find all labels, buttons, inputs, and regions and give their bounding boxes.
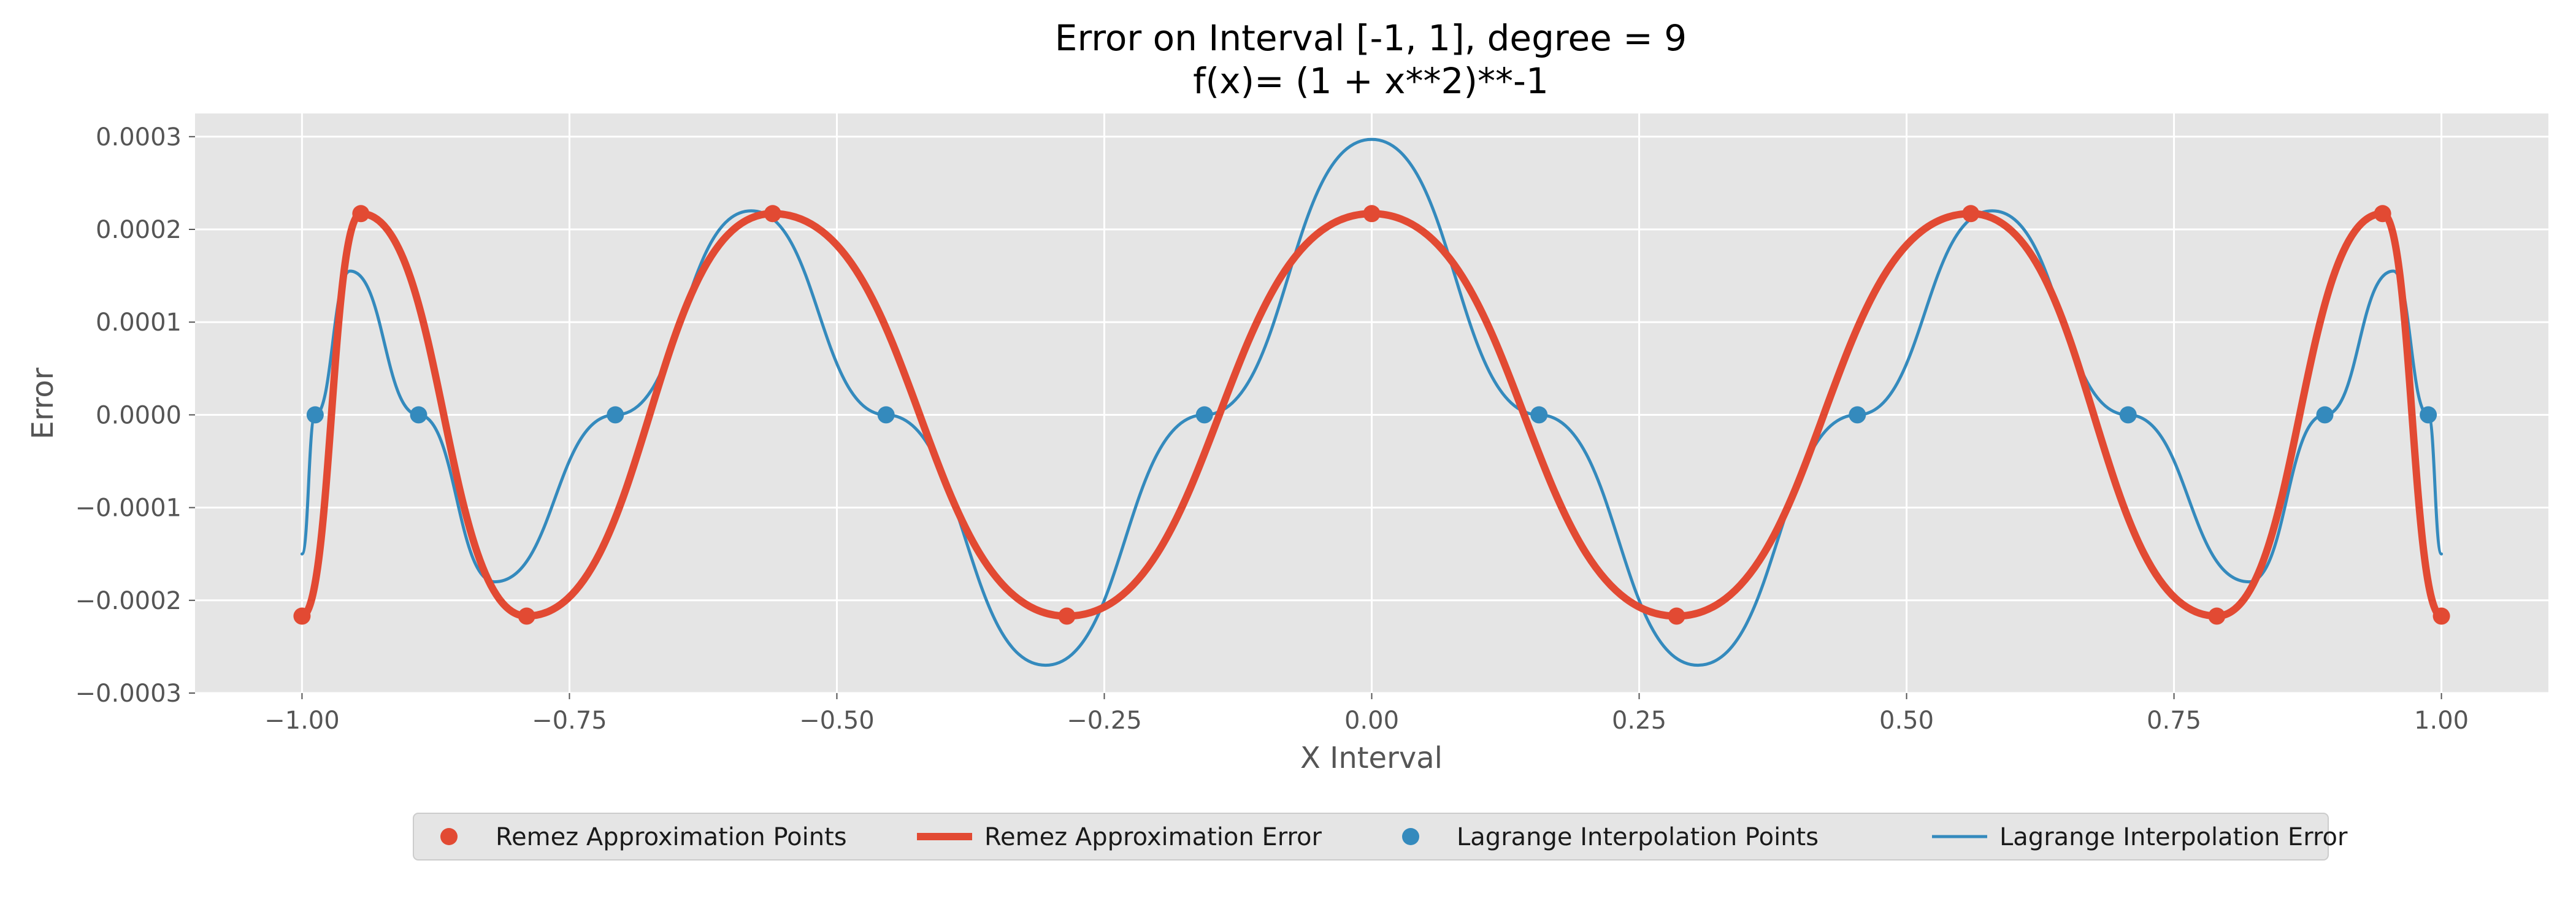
lagrange-interpolation-error-line	[300, 137, 2444, 667]
x-tick-label: −0.75	[532, 707, 607, 735]
y-tick-label: 0.0002	[96, 216, 182, 244]
legend: Remez Approximation Points Remez Approxim…	[413, 813, 2348, 861]
remez-approximation-points-point	[1668, 607, 1685, 625]
remez-approximation-points-point	[293, 607, 311, 625]
remez-approximation-points-point	[2374, 205, 2391, 223]
lagrange-interpolation-points-point	[877, 406, 895, 424]
lagrange-interpolation-points-point	[2420, 406, 2437, 424]
remez-approximation-points-point	[1058, 607, 1076, 625]
plot-series	[293, 137, 2450, 667]
y-tick-label: 0.0000	[96, 401, 182, 429]
chart-subtitle: f(x)= (1 + x**2)**-1	[1193, 60, 1549, 102]
remez-approximation-points-point	[2208, 607, 2226, 625]
lagrange-interpolation-points-point	[410, 406, 427, 424]
legend-label-lagrange-interpolation-error: Lagrange Interpolation Error	[1999, 823, 2348, 851]
remez-approximation-points-point	[2432, 607, 2450, 625]
x-axis-label: X Interval	[1300, 741, 1443, 775]
legend-label-lagrange-interpolation-points: Lagrange Interpolation Points	[1457, 823, 1819, 851]
x-tick-label: 1.00	[2414, 707, 2469, 735]
remez-approximation-points-point	[518, 607, 535, 625]
legend-marker-remez-approximation-points	[440, 828, 458, 845]
x-tick-label: 0.00	[1344, 707, 1399, 735]
y-tick-label: 0.0001	[96, 309, 182, 337]
x-tick-label: −0.25	[1067, 707, 1142, 735]
lagrange-interpolation-points-point	[2119, 406, 2137, 424]
lagrange-interpolation-points-point	[1849, 406, 1866, 424]
remez-approximation-points-point	[764, 205, 781, 223]
legend-label-remez-approximation-points: Remez Approximation Points	[496, 823, 847, 851]
y-tick-label: 0.0003	[96, 123, 182, 151]
lagrange-interpolation-points-point	[306, 406, 324, 424]
axis-ticks: −1.00 −0.75 −0.50 −0.25 0.00 0.25 0.50 0.75 1.00…	[75, 123, 2469, 735]
y-tick-label: −0.0003	[75, 680, 182, 708]
y-tick-label: −0.0002	[75, 587, 182, 615]
legend-marker-lagrange-interpolation-points	[1402, 828, 1419, 845]
x-tick-label: 0.75	[2147, 707, 2201, 735]
x-tick-label: −0.50	[799, 707, 875, 735]
legend-label-remez-approximation-error: Remez Approximation Error	[984, 823, 1322, 851]
y-axis-label: Error	[26, 367, 60, 439]
remez-approximation-points-point	[1363, 205, 1381, 223]
chart-title: Error on Interval [-1, 1], degree = 9	[1055, 17, 1687, 59]
x-tick-label: −1.00	[264, 707, 340, 735]
x-tick-label: 0.50	[1879, 707, 1934, 735]
lagrange-interpolation-points-point	[2316, 406, 2334, 424]
remez-approximation-points-point	[1962, 205, 1980, 223]
lagrange-interpolation-points-point	[1195, 406, 1213, 424]
x-tick-label: 0.25	[1612, 707, 1666, 735]
lagrange-interpolation-points-point	[607, 406, 624, 424]
legend-frame	[413, 813, 2329, 861]
lagrange-interpolation-points-point	[1530, 406, 1548, 424]
y-tick-label: −0.0001	[75, 494, 182, 523]
remez-approximation-points-point	[352, 205, 370, 223]
